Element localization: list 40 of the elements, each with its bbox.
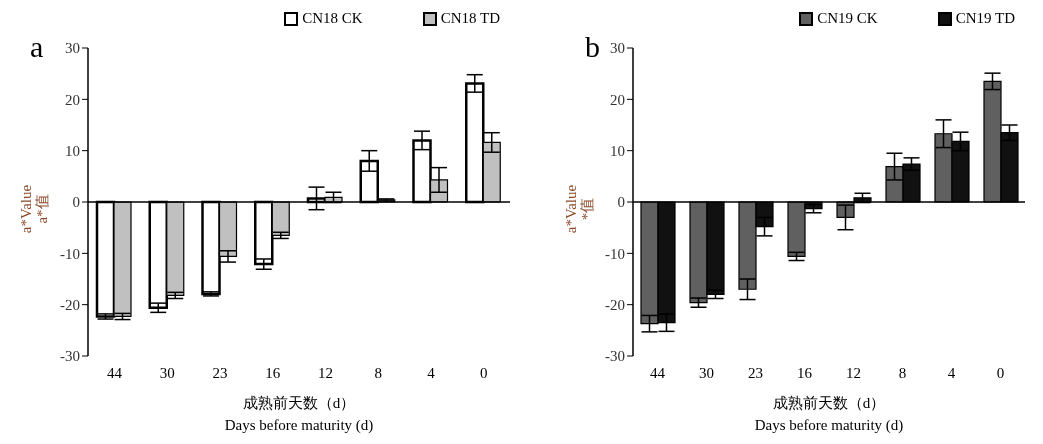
x-tick-label: 4 [947,365,956,381]
chart-title: a [30,30,44,64]
x-tick-label: 44 [650,365,666,381]
y-tick-label: 20 [65,91,80,108]
x-tick-label: 16 [797,365,813,381]
y-tick-label: -20 [60,296,80,313]
y-tick-label: 10 [610,142,625,159]
legend-label: CN19 CK [817,10,878,27]
x-axis-title: 成熟前天数（d） Days before maturity (d) [223,394,375,435]
x-tick-label: 23 [212,365,228,381]
x-tick-label: 30 [159,365,175,381]
x-tick-label: 12 [317,365,333,381]
x-tick-label: 0 [996,365,1005,381]
legend-label: CN18 CK [302,10,363,27]
y-tick-label: 30 [610,40,625,57]
x-tick-label: 30 [699,365,714,381]
x-axis-title: 成熟前天数（d） Days before maturity (d) [753,394,905,435]
x-tick-label: 16 [265,365,281,381]
x-tick-label: 23 [748,365,763,381]
y-tick-label: -10 [60,245,80,262]
x-tick-label: 8 [374,365,382,381]
y-tick-label: -20 [605,296,625,313]
y-tick-label: 0 [617,194,625,211]
y-tick-label: 0 [72,194,80,211]
legend-label: CN18 TD [440,10,500,27]
legend-label: CN19 TD [955,10,1015,27]
y-axis-title: a*Value a*值 [18,184,50,234]
x-tick-label: 0 [479,365,488,381]
x-tick-label: 8 [898,365,907,381]
y-tick-label: 20 [610,91,625,108]
y-tick-label: -30 [605,348,625,365]
x-tick-label: 12 [846,365,861,381]
y-tick-label: -30 [60,348,80,365]
y-tick-label: 30 [65,40,80,57]
y-axis-title: a*Value *值 [563,184,595,234]
y-tick-label: -10 [605,245,625,262]
chart-title: b [585,30,600,64]
y-tick-label: 10 [65,142,80,159]
x-tick-label: 44 [106,365,123,381]
x-tick-label: 4 [427,365,436,381]
